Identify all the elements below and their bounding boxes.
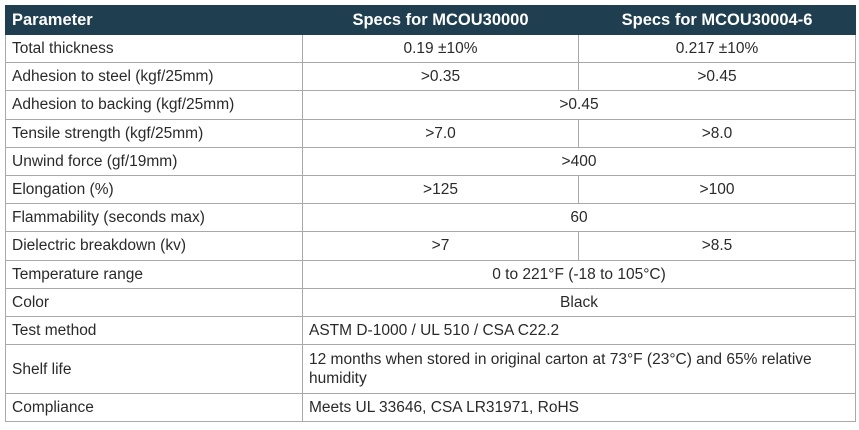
param-label: Test method xyxy=(5,315,303,346)
spec1-value: 0.19 ±10% xyxy=(302,33,579,64)
table-row: Unwind force (gf/19mm) >400 xyxy=(5,146,856,176)
spec2-value: >100 xyxy=(578,174,856,205)
param-label: Tensile strength (kgf/25mm) xyxy=(5,118,303,148)
header-row: Parameter Specs for MCOU30000 Specs for … xyxy=(5,5,856,35)
table-row: Elongation (%) >125 >100 xyxy=(5,174,856,205)
header-parameter: Parameter xyxy=(5,5,303,35)
shared-value: Meets UL 33646, CSA LR31971, RoHS xyxy=(302,393,856,423)
specs-table: Parameter Specs for MCOU30000 Specs for … xyxy=(5,5,856,423)
param-label: Color xyxy=(5,287,303,317)
spec2-value: 0.217 ±10% xyxy=(578,33,856,64)
param-label: Compliance xyxy=(5,393,303,423)
table-row: Dielectric breakdown (kv) >7 >8.5 xyxy=(5,231,856,261)
spec1-value: >7 xyxy=(302,231,579,261)
spec2-value: >8.5 xyxy=(578,231,856,261)
shared-value: 0 to 221°F (-18 to 105°C) xyxy=(302,259,856,289)
param-label: Adhesion to steel (kgf/25mm) xyxy=(5,62,303,92)
param-label: Shelf life xyxy=(5,344,303,395)
shared-value: 12 months when stored in original carton… xyxy=(302,344,856,395)
table-row: Tensile strength (kgf/25mm) >7.0 >8.0 xyxy=(5,118,856,148)
param-label: Unwind force (gf/19mm) xyxy=(5,146,303,176)
param-label: Total thickness xyxy=(5,33,303,64)
table-row: Total thickness 0.19 ±10% 0.217 ±10% xyxy=(5,33,856,64)
table-row: Compliance Meets UL 33646, CSA LR31971, … xyxy=(5,393,856,423)
shared-value: 60 xyxy=(302,203,856,233)
spec1-value: >125 xyxy=(302,174,579,205)
table-row: Adhesion to steel (kgf/25mm) >0.35 >0.45 xyxy=(5,62,856,92)
spec1-value: >7.0 xyxy=(302,118,579,148)
param-label: Temperature range xyxy=(5,259,303,289)
shared-value: Black xyxy=(302,287,856,317)
table-row: Adhesion to backing (kgf/25mm) >0.45 xyxy=(5,90,856,120)
header-spec-mcou30004-6: Specs for MCOU30004-6 xyxy=(578,5,856,35)
table-row: Shelf life 12 months when stored in orig… xyxy=(5,344,856,395)
table-row: Temperature range 0 to 221°F (-18 to 105… xyxy=(5,259,856,289)
shared-value: >400 xyxy=(302,146,856,176)
param-label: Elongation (%) xyxy=(5,174,303,205)
shared-value: ASTM D-1000 / UL 510 / CSA C22.2 xyxy=(302,315,856,346)
spec2-value: >0.45 xyxy=(578,62,856,92)
table-row: Test method ASTM D-1000 / UL 510 / CSA C… xyxy=(5,315,856,346)
param-label: Flammability (seconds max) xyxy=(5,203,303,233)
param-label: Adhesion to backing (kgf/25mm) xyxy=(5,90,303,120)
shared-value: >0.45 xyxy=(302,90,856,120)
spec2-value: >8.0 xyxy=(578,118,856,148)
table-row: Color Black xyxy=(5,287,856,317)
table-row: Flammability (seconds max) 60 xyxy=(5,203,856,233)
param-label: Dielectric breakdown (kv) xyxy=(5,231,303,261)
header-spec-mcou30000: Specs for MCOU30000 xyxy=(302,5,579,35)
spec1-value: >0.35 xyxy=(302,62,579,92)
